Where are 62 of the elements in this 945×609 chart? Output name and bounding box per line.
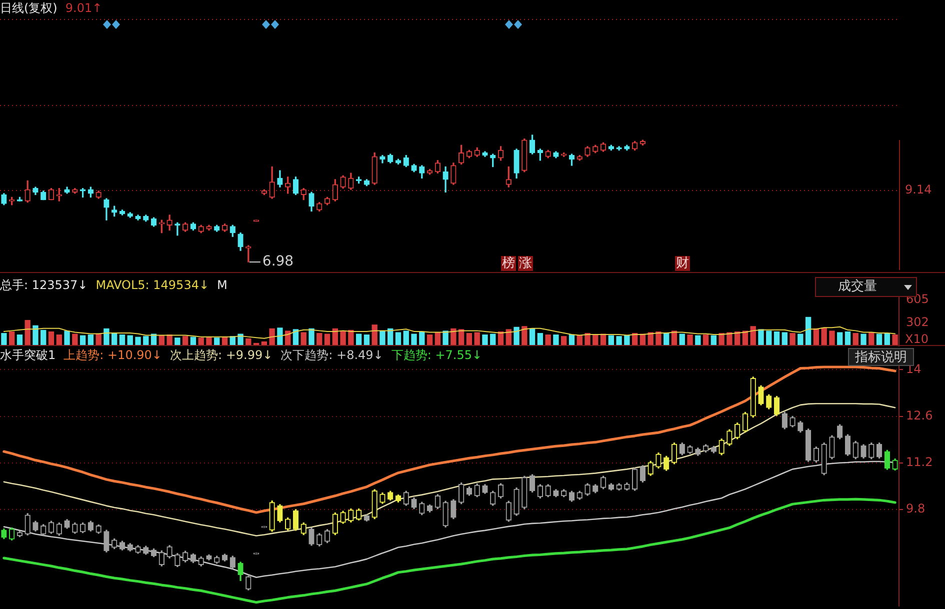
bar [72,334,78,346]
bar [8,331,15,346]
annotation: 财 [675,256,690,271]
bar [766,330,772,346]
bar [395,332,402,346]
chart-subtitle: 9.01↑ [65,1,102,15]
bar [837,332,843,346]
bar [32,325,38,346]
bar [821,328,827,346]
text: 9.14 [905,182,932,197]
text: MAVOL5: [96,278,150,292]
bar [805,316,812,346]
bar [411,334,417,346]
bar [1,332,7,346]
bar [774,331,780,346]
bar [624,335,630,346]
button: 指标说明 [848,348,914,366]
bar [372,324,378,346]
text: 次上趋势: [170,348,224,362]
bar [844,331,851,346]
annotation: 榜 [501,256,516,271]
bar [40,330,46,346]
bar [798,334,804,346]
text: +8.49↓ [336,348,384,362]
bar [616,336,622,346]
bar [553,334,559,346]
bar [474,332,480,346]
text: +9.99↓ [226,348,273,362]
text: +10.90↓ [108,348,162,362]
bar [782,332,788,346]
text: M [217,278,228,292]
candlestick [174,222,180,236]
text: 下趋势: [391,348,432,362]
bar [545,334,551,346]
bar [829,330,835,346]
annotation: 6.98 [262,254,294,270]
chart-title: 日线(复权) [0,1,58,15]
y-tick-label: 9.8 [906,502,926,516]
bar [687,334,693,346]
annotation: 涨 [518,256,533,271]
y-tick-label: 12.6 [906,408,933,422]
text: 次下趋势: [280,348,334,362]
bar [790,332,796,346]
bar [403,330,409,346]
bar [48,331,54,346]
bar [892,334,898,346]
chart-title: 水手突破1 [0,348,56,362]
text: 123537↓ [32,278,88,292]
bar [860,334,866,346]
bar [380,330,386,346]
annotation: 指标说明 [855,350,907,366]
text: 总手: [0,278,30,292]
text: 上趋势: [64,348,105,362]
y-axis-title: X10 [905,332,928,346]
bar [300,332,306,346]
bar [482,334,488,346]
text: +7.55↓ [435,348,482,362]
y-tick-label: 302 [906,315,929,330]
dropdown-button: 成交量 [815,277,917,297]
bar [522,326,528,346]
text: 149534↓ [153,278,210,292]
y-tick-label: 11.2 [906,454,933,469]
